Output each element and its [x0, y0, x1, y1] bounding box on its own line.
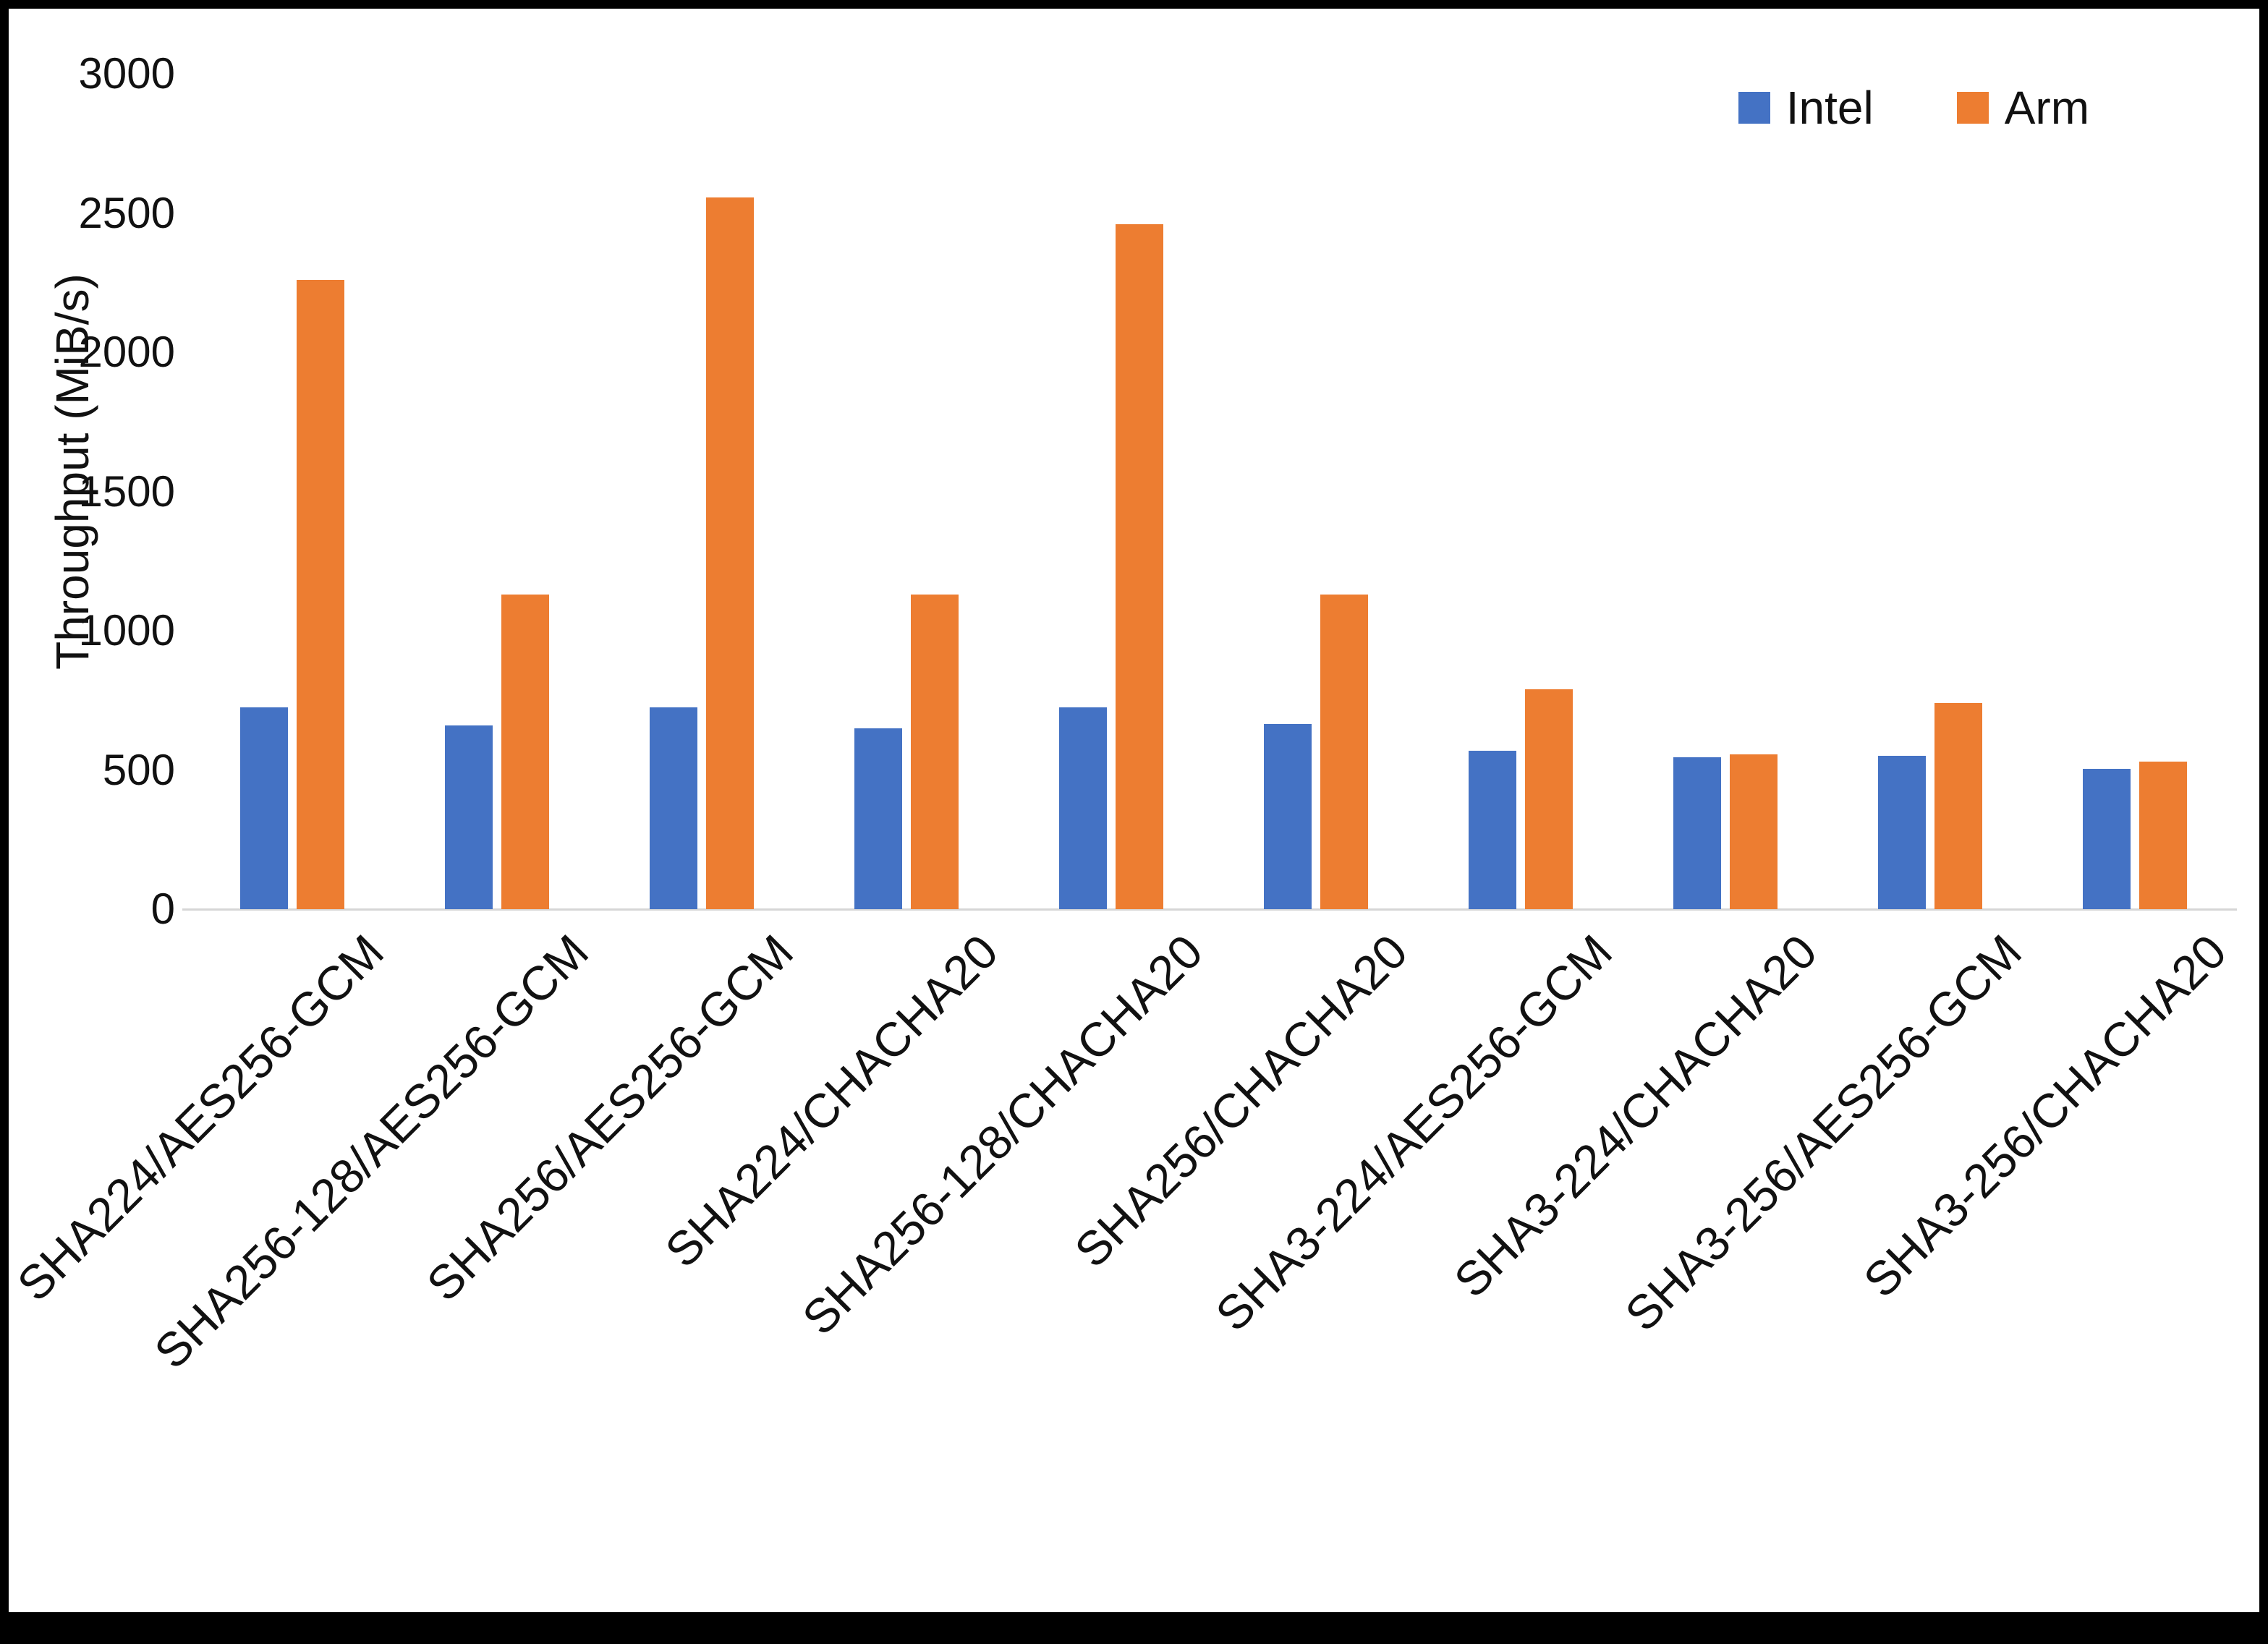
- legend-label: Arm: [2004, 82, 2089, 134]
- bar-group: [394, 74, 599, 909]
- intel-bar: [444, 725, 493, 909]
- arm-bar: [705, 197, 754, 909]
- intel-bar: [854, 728, 902, 909]
- y-tick-label: 500: [102, 745, 175, 794]
- legend-item-intel: Intel: [1738, 81, 1874, 135]
- bar-group: [1008, 74, 1213, 909]
- intel-bar: [1263, 723, 1312, 909]
- arm-bar: [1524, 689, 1573, 909]
- y-tick-label: 1000: [78, 606, 175, 655]
- arm-bar: [2139, 761, 2187, 909]
- bar-group: [1213, 74, 1418, 909]
- intel-bar: [649, 707, 697, 909]
- legend-item-arm: Arm: [1956, 81, 2089, 135]
- plot-area: [182, 74, 2237, 911]
- x-category-label: SHA224/AES256-GCM: [6, 924, 394, 1311]
- x-category-label: SHA3-224/CHACHA20: [1443, 924, 1827, 1308]
- arm-bar: [1320, 594, 1368, 909]
- x-category-label: SHA3-256/CHACHA20: [1853, 924, 2236, 1308]
- legend: Intel Arm: [1738, 81, 2089, 135]
- arm-bar: [1115, 223, 1163, 909]
- bar-group: [599, 74, 804, 909]
- arm-bar: [1729, 754, 1778, 909]
- intel-bar: [1058, 707, 1107, 909]
- x-category-label: SHA256-128/CHACHA20: [791, 924, 1212, 1345]
- x-axis-line: [182, 908, 2237, 911]
- x-category-label: SHA3-256/AES256-GCM: [1614, 924, 2031, 1342]
- bar-group: [1827, 74, 2032, 909]
- x-axis-labels: SHA224/AES256-GCM SHA256-128/AES256-GCM SH…: [9, 924, 2237, 1612]
- arm-bar: [1934, 703, 1982, 909]
- legend-label: Intel: [1785, 82, 1874, 134]
- intel-bar: [1468, 750, 1516, 909]
- arm-bar: [296, 279, 344, 909]
- bar-group: [2032, 74, 2237, 909]
- y-tick-label: 1500: [78, 467, 175, 516]
- legend-swatch-arm: [1956, 92, 1989, 124]
- intel-bar: [2082, 768, 2131, 909]
- bar-group: [804, 74, 1008, 909]
- intel-bar: [1877, 756, 1926, 909]
- bar-group: [1418, 74, 1623, 909]
- y-tick-label: 3000: [78, 49, 175, 98]
- x-category-label: SHA256-128/AES256-GCM: [143, 924, 598, 1379]
- y-tick-label: 0: [150, 885, 175, 933]
- bar-group: [1623, 74, 1827, 909]
- y-tick-label: 2000: [78, 328, 175, 376]
- x-category-label: SHA3-224/AES256-GCM: [1205, 924, 1622, 1342]
- bar-group: [190, 74, 394, 909]
- arm-bar: [501, 594, 549, 909]
- x-category-label: SHA256/CHACHA20: [1063, 924, 1417, 1277]
- arm-bar: [910, 594, 959, 909]
- legend-swatch-intel: [1738, 92, 1770, 124]
- x-category-label: SHA224/CHACHA20: [654, 924, 1008, 1277]
- x-category-label: SHA256/AES256-GCM: [415, 924, 803, 1311]
- y-axis-tick-labels: 0 500 1000 1500 2000 2500 3000: [52, 52, 175, 931]
- intel-bar: [239, 707, 288, 909]
- y-tick-label: 2500: [78, 188, 175, 237]
- intel-bar: [1673, 757, 1721, 909]
